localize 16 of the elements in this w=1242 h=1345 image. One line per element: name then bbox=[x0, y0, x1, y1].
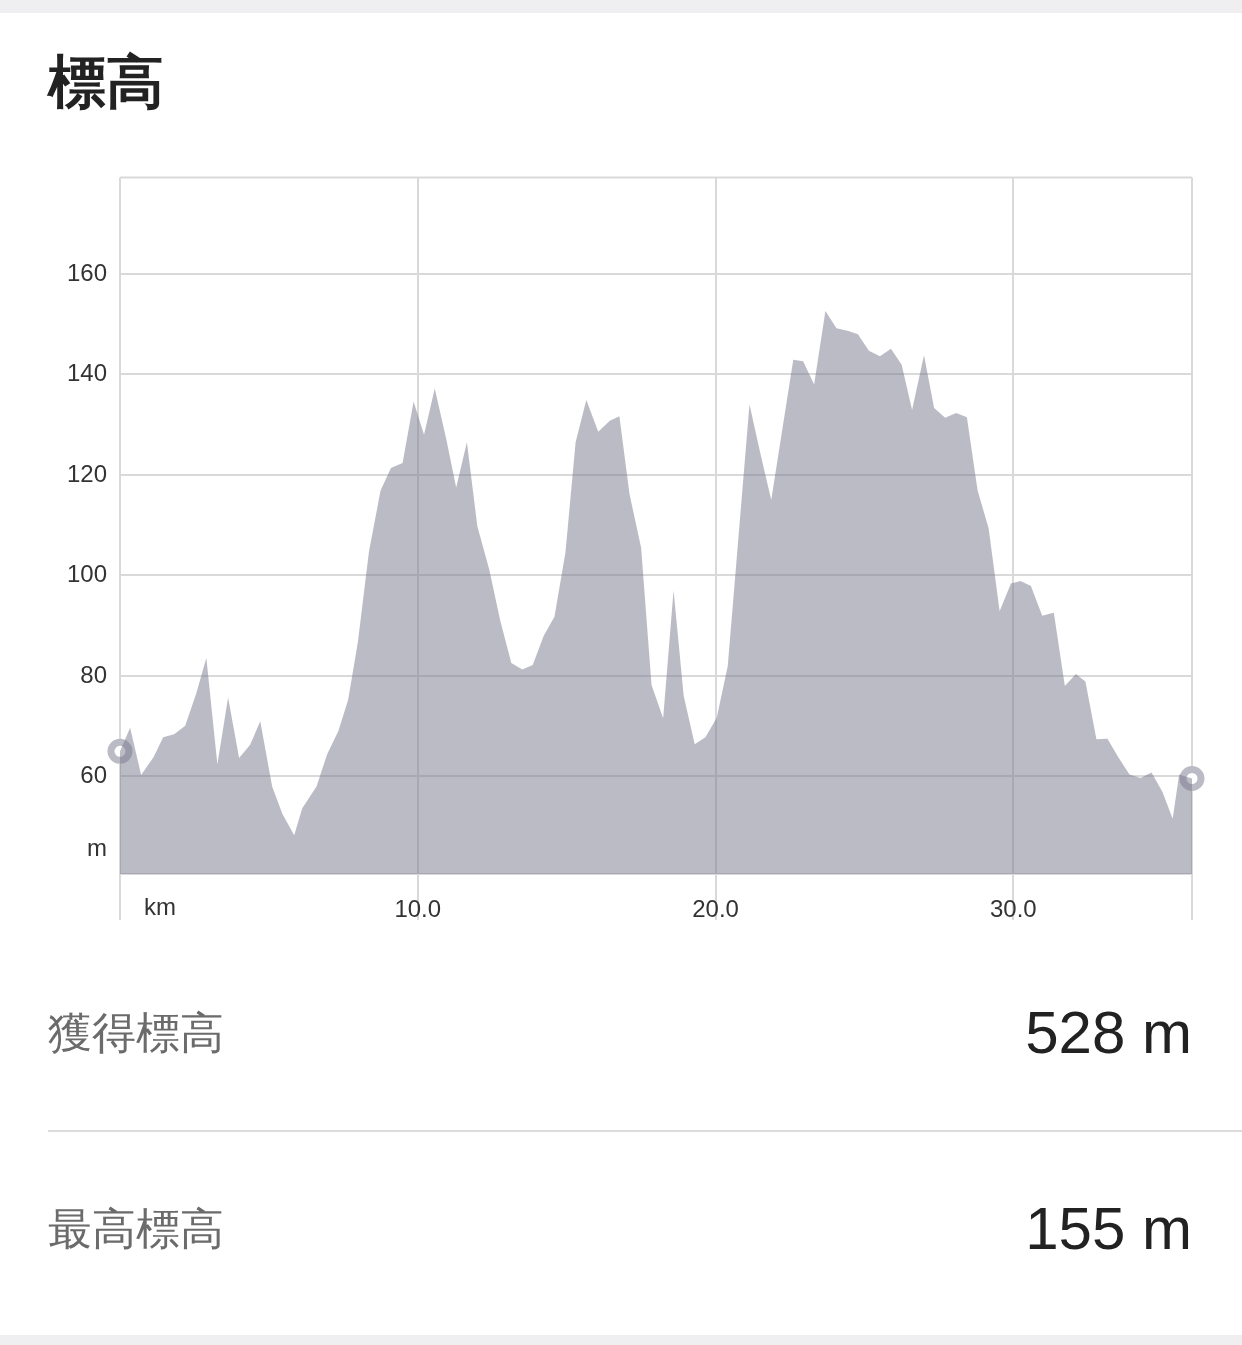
y-tick-label: 80 bbox=[80, 660, 107, 688]
y-axis-title: m bbox=[87, 833, 107, 861]
chart-title: 標高 bbox=[48, 49, 164, 114]
text: 最高標高 bbox=[48, 1203, 224, 1254]
text: 獲得標高 bbox=[48, 1007, 224, 1058]
y-tick-label: 100 bbox=[66, 560, 107, 588]
y-tick-label: 160 bbox=[66, 258, 107, 286]
y-tick-label: 60 bbox=[80, 761, 107, 789]
text: 155 m bbox=[1025, 1194, 1192, 1262]
x-tick-label: 10.0 bbox=[394, 895, 442, 923]
x-tick-label: 30.0 bbox=[989, 895, 1037, 923]
y-tick-label: 120 bbox=[66, 459, 107, 487]
y-tick-label: 140 bbox=[66, 359, 107, 387]
x-tick-label: 20.0 bbox=[692, 895, 739, 923]
x-axis-title: km bbox=[144, 892, 176, 920]
text: 528 m bbox=[1025, 998, 1192, 1066]
